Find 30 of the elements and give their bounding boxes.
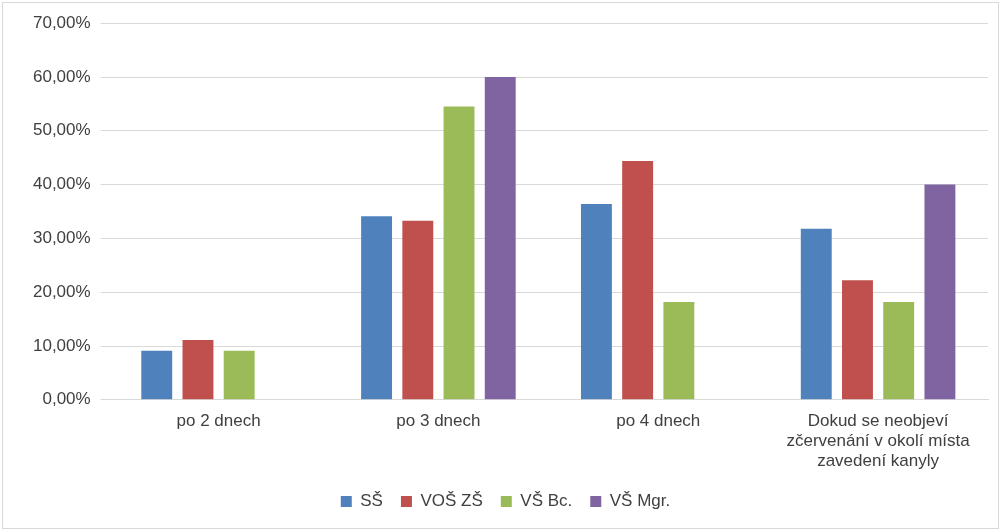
bar [800,228,832,400]
bar [182,340,214,400]
x-tick-label: Dokud se neobjeví zčervenání v okolí místa zavedení kanyly [786,410,971,471]
bar [663,301,695,400]
bar [484,77,516,400]
y-tick-label: 20,00% [32,281,91,301]
bar [361,216,393,400]
y-tick-label: 0,00% [42,389,91,409]
legend-label: VŠ Bc. [520,491,573,511]
bar [141,350,173,400]
x-tick-label: po 2 dnech [176,410,261,430]
bar [402,220,434,400]
bar [924,184,956,400]
legend-label: SŠ [360,491,383,511]
bar [842,280,873,400]
x-tick-label: po 3 dnech [396,410,481,430]
bar [223,350,255,400]
y-tick-label: 60,00% [32,66,91,86]
bar [622,160,654,400]
bar [580,203,612,400]
y-tick-label: 10,00% [32,335,91,355]
legend-label: VOŠ ZŠ [420,491,483,511]
bar [443,106,475,400]
bar [883,301,915,400]
y-tick-label: 40,00% [32,174,91,194]
legend-label: VŠ Mgr. [609,491,671,511]
x-tick-label: po 4 dnech [616,410,701,430]
y-tick-label: 70,00% [32,12,91,32]
y-tick-label: 50,00% [32,120,91,140]
y-tick-label: 30,00% [32,228,91,248]
